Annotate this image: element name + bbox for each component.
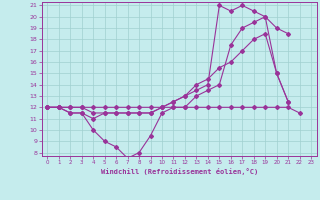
X-axis label: Windchill (Refroidissement éolien,°C): Windchill (Refroidissement éolien,°C) [100,168,258,175]
